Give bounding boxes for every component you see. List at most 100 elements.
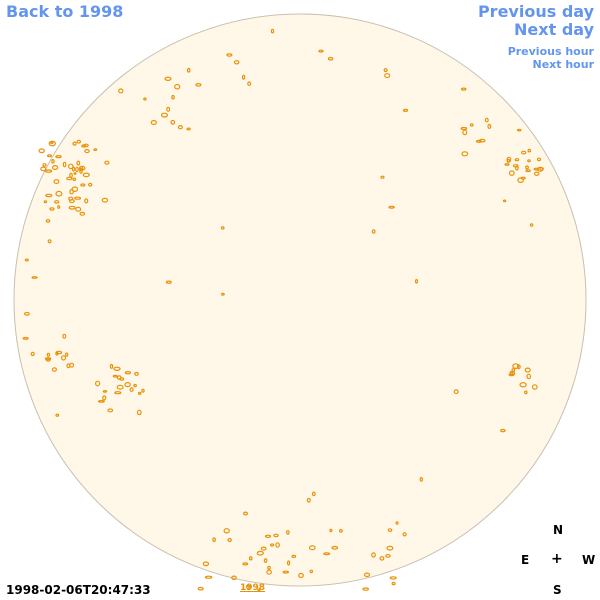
contour-mark: [306, 497, 311, 503]
contour-mark: [460, 126, 468, 131]
next-day-link[interactable]: Next day: [514, 20, 594, 39]
contour-mark: [55, 413, 60, 417]
back-to-year-link[interactable]: Back to 1998: [6, 2, 124, 21]
contour-mark: [94, 380, 101, 387]
contour-mark: [51, 159, 55, 164]
contour-mark: [402, 108, 409, 113]
contour-mark: [263, 558, 268, 563]
contour-mark: [66, 176, 73, 181]
contour-mark: [291, 554, 297, 559]
contour-mark: [533, 167, 540, 171]
observation-timestamp: 1998-02-06T20:47:33: [6, 583, 151, 597]
contour-mark: [521, 150, 527, 155]
contour-mark: [170, 119, 176, 125]
contour-mark: [68, 199, 75, 204]
next-hour-link[interactable]: Next hour: [532, 58, 595, 71]
contour-mark: [45, 193, 53, 198]
contour-mark: [150, 119, 157, 125]
contour-mark: [243, 511, 249, 516]
contour-mark: [53, 179, 60, 185]
contour-mark: [79, 211, 86, 216]
contour-mark: [165, 280, 172, 284]
contour-mark: [282, 570, 290, 574]
contour-mark: [137, 391, 142, 395]
contour-mark: [49, 207, 55, 211]
contour-mark: [116, 384, 124, 390]
contour-mark: [266, 569, 272, 575]
contour-mark: [68, 163, 74, 170]
contour-mark: [402, 532, 407, 537]
contour-mark: [525, 169, 531, 173]
contour-mark: [113, 366, 121, 371]
contour-mark: [136, 409, 142, 416]
compass-south-label: S: [553, 583, 562, 597]
contour-mark: [81, 144, 87, 148]
contour-mark: [257, 588, 261, 592]
contour-mark: [76, 160, 81, 166]
contour-mark: [118, 88, 124, 94]
contour-mark: [504, 163, 510, 166]
contour-mark: [391, 581, 396, 586]
contour-mark: [270, 28, 275, 34]
contour-mark: [383, 68, 388, 73]
contour-mark: [256, 550, 264, 556]
contour-mark: [500, 428, 506, 433]
contour-mark: [502, 199, 507, 203]
contour-mark: [478, 138, 486, 143]
contour-mark: [339, 529, 343, 533]
contour-mark: [22, 336, 29, 340]
contour-mark: [93, 148, 98, 152]
contour-mark: [164, 76, 172, 82]
contour-mark: [62, 161, 67, 168]
contour-mark: [223, 528, 230, 534]
contour-mark: [516, 128, 522, 132]
contour-mark: [506, 158, 511, 163]
contour-mark: [84, 149, 90, 154]
contour-mark: [82, 172, 90, 178]
contour-mark: [389, 576, 397, 580]
contour-mark: [371, 552, 376, 558]
contour-mark: [45, 219, 51, 223]
contour-mark: [43, 200, 48, 204]
compass-east-label: E: [521, 553, 530, 567]
contour-mark: [242, 562, 249, 566]
compass-west-label: W: [582, 553, 596, 567]
contour-mark: [204, 575, 213, 579]
contour-mark: [40, 166, 47, 172]
contour-mark: [318, 49, 324, 53]
contour-mark: [177, 124, 183, 130]
year-link[interactable]: 1998: [240, 583, 266, 593]
previous-hour-link[interactable]: Previous hour: [507, 45, 594, 58]
contour-mark: [119, 377, 125, 381]
contour-mark: [124, 371, 132, 375]
contour-mark: [286, 530, 290, 535]
contour-mark: [79, 167, 83, 174]
contour-mark: [527, 148, 532, 153]
contour-mark: [329, 528, 333, 533]
contour-mark: [55, 351, 59, 356]
contour-mark: [186, 67, 191, 73]
contour-mark: [87, 182, 93, 187]
contour-mark: [371, 229, 376, 234]
contour-mark: [260, 546, 267, 551]
contour-mark: [48, 140, 57, 147]
contour-mark: [197, 586, 204, 591]
contour-mark: [273, 533, 279, 538]
contour-mark: [514, 158, 520, 162]
contour-mark: [47, 239, 52, 244]
contour-mark: [75, 206, 82, 212]
contour-mark: [102, 390, 108, 393]
contour-mark: [68, 205, 76, 210]
contour-mark: [516, 364, 521, 370]
contour-mark: [129, 387, 134, 392]
contour-mark: [171, 94, 175, 100]
contour-mark: [525, 165, 529, 170]
contour-mark: [384, 73, 391, 79]
previous-day-link[interactable]: Previous day: [477, 2, 594, 21]
contour-mark: [460, 87, 467, 91]
contour-mark: [247, 81, 252, 87]
contour-mark: [526, 373, 532, 380]
contour-mark: [64, 352, 69, 357]
contour-mark: [74, 196, 82, 200]
contour-mark: [379, 556, 385, 561]
